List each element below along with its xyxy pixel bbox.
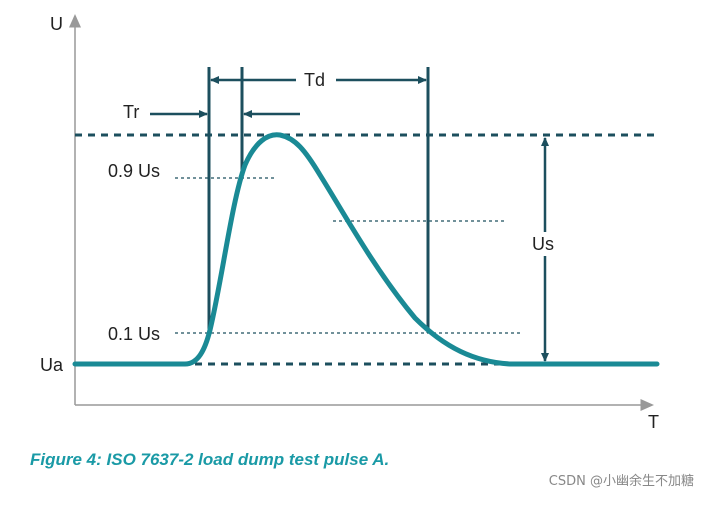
us-label: Us — [532, 234, 554, 254]
label-ua: Ua — [40, 355, 64, 375]
td-label: Td — [304, 70, 325, 90]
y-axis-label: U — [50, 14, 63, 34]
pulse-waveform — [72, 132, 660, 367]
watermark: CSDN @小幽余生不加糖 — [548, 474, 694, 489]
x-axis-label: T — [648, 412, 659, 432]
figure-caption: Figure 4: ISO 7637-2 load dump test puls… — [30, 450, 390, 469]
label-01us: 0.1 Us — [108, 324, 160, 344]
label-09us: 0.9 Us — [108, 161, 160, 181]
tr-label: Tr — [123, 102, 139, 122]
